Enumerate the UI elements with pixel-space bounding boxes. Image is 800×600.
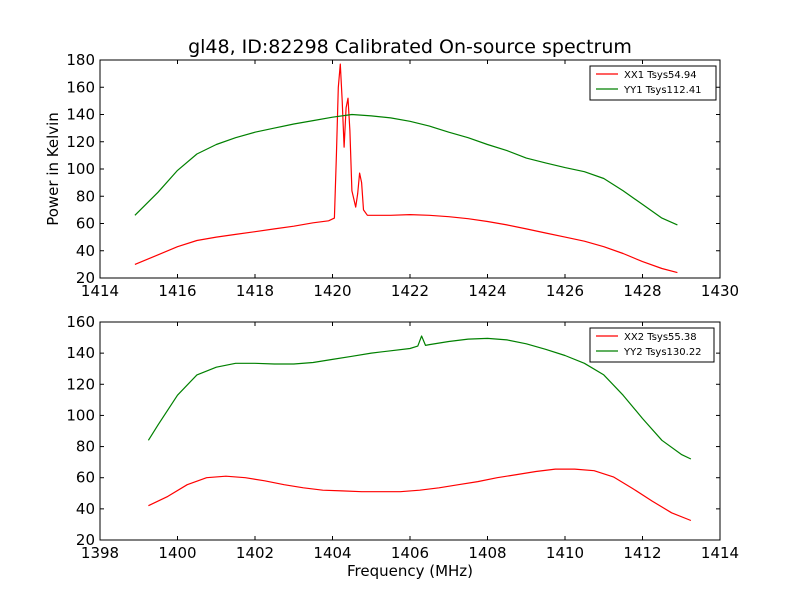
top-y-tick-label: 120	[66, 133, 95, 151]
bottom-x-tick-label: 1408	[468, 544, 506, 562]
bottom-y-tick-label: 120	[66, 375, 95, 393]
bottom-x-tick-label: 1414	[701, 544, 739, 562]
top-x-tick-label: 1422	[391, 282, 429, 300]
top-y-tick-label: 160	[66, 78, 95, 96]
top-x-tick-label: 1424	[468, 282, 506, 300]
bottom-x-axis-label: Frequency (MHz)	[347, 562, 473, 580]
top-series-line-yy	[134, 113, 678, 226]
top-tick-group: 1414 1416 1418 1420 1422 1424 1426 1428 1430 20 40…	[66, 51, 739, 300]
top-series-line-xx	[134, 63, 678, 274]
top-x-tick-label: 1414	[81, 282, 119, 300]
bottom-y-tick-label: 20	[76, 531, 95, 549]
bottom-subplot: Frequency (MHz) 1398 1400 1402 1404 1406 1408…	[66, 313, 739, 580]
bottom-tick-group: 1398 1400 1402 1404 1406 1408 1410 1412 1414 20 40…	[66, 313, 739, 562]
top-plot-frame	[99, 59, 721, 279]
top-legend-label: YY1 Tsys112.41	[623, 85, 702, 96]
top-y-tick-label: 140	[66, 106, 95, 124]
bottom-x-tick-label: 1398	[81, 544, 119, 562]
bottom-y-tick-label: 80	[76, 438, 95, 456]
bottom-series-group	[147, 335, 692, 522]
bottom-x-tick-label: 1410	[546, 544, 584, 562]
top-y-tick-label: 60	[76, 215, 95, 233]
top-x-tick-label: 1420	[313, 282, 351, 300]
bottom-legend-label: YY2 Tsys130.22	[623, 347, 702, 358]
bottom-y-tick-label: 40	[76, 500, 95, 518]
bottom-legend: XX2 Tsys55.38 YY2 Tsys130.22	[589, 327, 715, 363]
top-y-tick-label: 180	[66, 51, 95, 69]
bottom-y-tick-label: 100	[66, 406, 95, 424]
bottom-legend-label: XX2 Tsys55.38	[624, 332, 697, 343]
bottom-x-tick-label: 1412	[623, 544, 661, 562]
top-x-tick-label: 1426	[546, 282, 584, 300]
top-subplot: gl48, ID:82298 Calibrated On-source spec…	[44, 36, 739, 300]
top-chart-title: gl48, ID:82298 Calibrated On-source spec…	[188, 36, 632, 58]
top-y-tick-label: 80	[76, 187, 95, 205]
bottom-x-tick-label: 1404	[313, 544, 351, 562]
bottom-plot-frame	[99, 321, 721, 541]
top-y-tick-label: 40	[76, 242, 95, 260]
top-x-tick-label: 1418	[236, 282, 274, 300]
top-legend-box	[589, 65, 717, 101]
bottom-y-tick-label: 160	[66, 313, 95, 331]
top-x-tick-label: 1428	[623, 282, 661, 300]
top-y-tick-label: 20	[76, 269, 95, 287]
bottom-series-line-xx	[148, 468, 692, 522]
top-legend: XX1 Tsys54.94 YY1 Tsys112.41	[589, 65, 717, 101]
top-y-tick-label: 100	[66, 160, 95, 178]
bottom-y-tick-label: 140	[66, 344, 95, 362]
top-series-group	[134, 63, 678, 274]
bottom-x-tick-label: 1406	[391, 544, 429, 562]
bottom-legend-box	[589, 327, 715, 363]
top-y-axis-label: Power in Kelvin	[44, 112, 62, 226]
bottom-x-tick-label: 1400	[158, 544, 196, 562]
bottom-series-line-yy	[147, 335, 692, 460]
top-legend-label: XX1 Tsys54.94	[624, 70, 697, 81]
top-x-tick-label: 1416	[158, 282, 196, 300]
bottom-x-tick-label: 1402	[236, 544, 274, 562]
top-x-tick-label: 1430	[701, 282, 739, 300]
bottom-y-tick-label: 60	[76, 469, 95, 487]
